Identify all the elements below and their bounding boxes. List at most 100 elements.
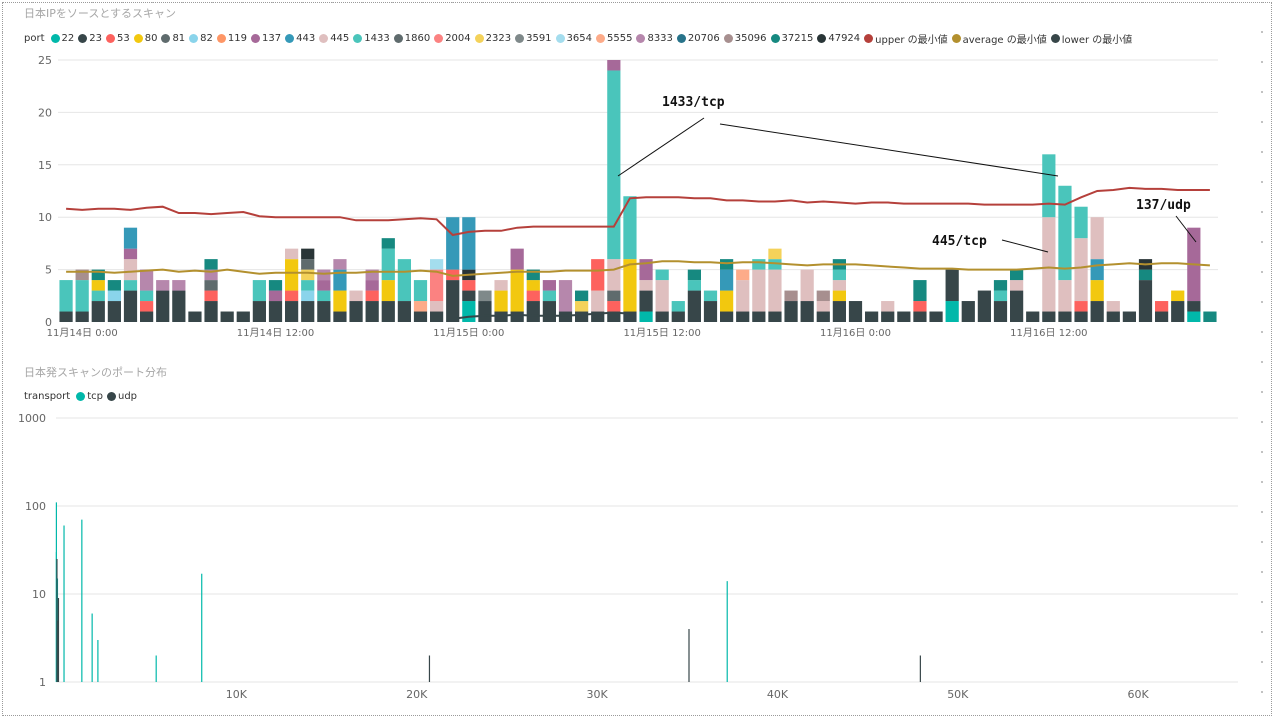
legend-item-port[interactable]: 35096 [723,33,767,44]
bar-segment-445[interactable] [123,259,138,281]
bar-segment-37215[interactable] [575,290,589,302]
bar-segment-37215[interactable] [204,259,218,270]
bar-segment-1433[interactable] [832,269,846,281]
bar-segment-23[interactable] [1106,311,1120,322]
bar-segment-1433[interactable] [1074,206,1088,239]
bar-segment-53[interactable] [591,259,605,291]
bar-segment-23[interactable] [768,311,782,322]
bar-segment-37215[interactable] [687,269,701,281]
bar-segment-22[interactable] [639,311,653,322]
bar-segment-1433[interactable] [768,259,782,270]
bar-segment-445[interactable] [1042,217,1056,312]
bar-segment-23[interactable] [575,311,589,322]
bar-segment-35096[interactable] [816,290,830,302]
bar-segment-2004[interactable] [430,269,444,302]
bar-segment-37215[interactable] [526,269,540,281]
bar-segment-23[interactable] [639,290,653,312]
bar-segment-23[interactable] [236,311,250,322]
bar-segment-23[interactable] [607,311,621,322]
bar-segment-8333[interactable] [156,280,170,291]
bar-segment-23[interactable] [365,301,379,322]
bar-segment-8333[interactable] [172,280,186,291]
bar-segment-1433[interactable] [75,280,89,312]
legend-item-port[interactable]: 80 [133,33,157,44]
bar-segment-37215[interactable] [107,280,121,291]
legend-item-port[interactable]: 137 [251,33,281,44]
bar-segment-80[interactable] [526,280,540,291]
bar-segment-23[interactable] [188,311,202,322]
bar-segment-445[interactable] [800,269,814,302]
legend-item-port[interactable]: 22 [50,33,74,44]
bar-segment-1433[interactable] [623,196,637,260]
bar-segment-23[interactable] [430,311,444,322]
bar-segment-445[interactable] [1010,280,1024,291]
bar-segment-53[interactable] [365,290,379,302]
bar-segment-1433[interactable] [993,290,1008,302]
bar-segment-443[interactable] [720,269,734,291]
bar-segment-82[interactable] [107,290,121,302]
bar-segment-22[interactable] [1187,311,1201,322]
bar-segment-137[interactable] [510,248,524,270]
bar-segment-23[interactable] [993,301,1008,322]
bar-segment-37215[interactable] [1010,269,1024,281]
bar-segment-23[interactable] [156,290,170,322]
bar-segment-8333[interactable] [317,269,331,281]
bar-segment-80[interactable] [381,280,395,302]
bar-segment-80[interactable] [1090,280,1104,302]
bar-segment-23[interactable] [703,301,718,322]
bar-segment-37215[interactable] [720,259,734,270]
bar-segment-23[interactable] [752,311,766,322]
legend-item-port[interactable]: 119 [216,33,247,44]
bar-segment-23[interactable] [977,290,991,322]
bar-segment-37215[interactable] [381,238,395,249]
bar-segment-137[interactable] [365,280,379,291]
line-series[interactable] [452,311,630,320]
legend-item-port[interactable]: 81 [161,33,185,44]
bar-segment-23[interactable] [736,311,750,322]
bar-segment-23[interactable] [929,311,943,322]
bar-segment-2323[interactable] [575,301,589,312]
bar-segment-23[interactable] [526,301,540,322]
bar-segment-23[interactable] [1138,280,1153,322]
bar-segment-23[interactable] [1187,301,1201,312]
legend-item-port[interactable]: 1433 [353,33,390,44]
bar-segment-35096[interactable] [75,269,89,281]
bar-segment-37215[interactable] [913,280,927,302]
bar-segment-23[interactable] [204,301,218,322]
bar-segment-445[interactable] [768,269,782,312]
bar-segment-37215[interactable] [1138,269,1153,281]
bar-segment-23[interactable] [1026,311,1040,322]
bar-segment-445[interactable] [752,269,766,312]
bar-segment-53[interactable] [140,301,154,312]
bar-segment-23[interactable] [1042,311,1056,322]
bar-segment-445[interactable] [430,301,444,312]
bar-segment-23[interactable] [623,311,637,322]
bar-segment-23[interactable] [397,301,411,322]
bar-segment-37215[interactable] [993,280,1008,291]
bar-segment-23[interactable] [317,301,331,322]
bar-segment-1433[interactable] [123,280,138,291]
bar-segment-37215[interactable] [91,269,105,281]
bar-segment-443[interactable] [1090,259,1104,281]
bar-segment-1433[interactable] [671,301,685,312]
bar-segment-80[interactable] [720,290,734,312]
legend-item-port[interactable]: 1860 [393,33,430,44]
bar-segment-23[interactable] [446,280,460,322]
legend-item-port[interactable]: 3654 [555,33,592,44]
bar-segment-445[interactable] [1074,238,1088,302]
legend-item-port[interactable]: 23 [78,33,102,44]
bar-segment-53[interactable] [526,290,540,302]
stacked-bar-chart[interactable]: 0 5 10 15 20 25 11月14日 0:00 11月14日 12:00 11月15日 … [14,4,1240,350]
bar-segment-80[interactable] [1171,290,1185,302]
bar-segment-1433[interactable] [703,290,718,302]
bar-segment-137[interactable] [317,280,331,291]
bar-segment-23[interactable] [1122,311,1136,322]
bar-segment-23[interactable] [1058,311,1072,322]
bar-segment-445[interactable] [349,290,363,302]
legend-item-line[interactable]: lower の最小値 [1050,31,1132,46]
bar-segment-8333[interactable] [558,280,573,312]
legend-item-port[interactable]: 53 [105,33,130,44]
bar-segment-80[interactable] [91,280,105,291]
bar-segment-23[interactable] [591,311,605,322]
bar-segment-2323[interactable] [301,269,315,281]
